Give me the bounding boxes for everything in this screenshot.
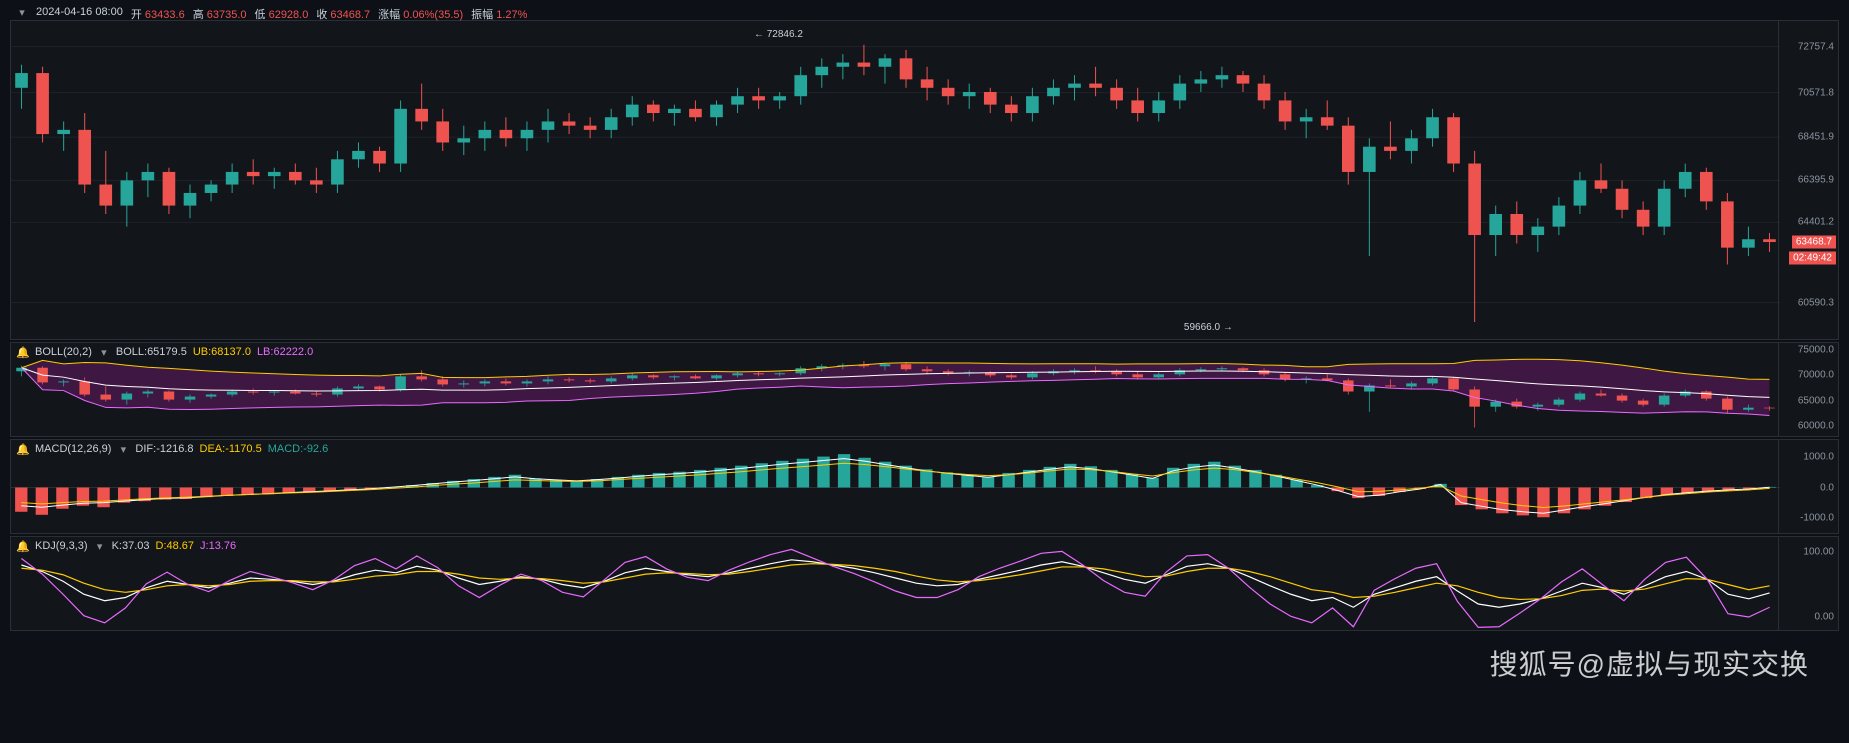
kdj-panel-header: 🔔 KDJ(9,3,3) ▾ K:37.03 D:48.67 J:13.76 [17,540,236,552]
boll-lb-value: 62222.0 [273,346,313,358]
j-label: J: [200,540,209,552]
close-value: 63468.7 [330,9,370,21]
chevron-down-icon[interactable]: ▾ [98,346,110,358]
countdown-tag: 02:49:42 [1789,252,1836,265]
open-label: 开 [131,9,142,21]
change-label: 涨幅 [378,9,400,21]
boll-y-axis: 75000.070000.065000.060000.0 [1778,343,1838,436]
dif-value: -1216.8 [156,443,193,455]
macd-label: MACD(12,26,9) [35,443,111,455]
candlestick-chart-body[interactable]: ← 72846.259666.0 → [11,21,1778,339]
k-label: K: [112,540,122,552]
kdj-chart-body[interactable] [11,537,1778,630]
watermark-text: 搜狐号@虚拟与现实交换 [1490,643,1809,683]
macd-hist-label: MACD: [268,443,303,455]
ohlc-header-bar: ▾ 2024-04-16 08:00 开 63433.6 高 63735.0 低… [8,2,535,26]
boll-mid-value: 65179.5 [147,346,187,358]
boll-ub-label: UB: [193,346,211,358]
bell-icon[interactable]: 🔔 [17,443,29,455]
low-label: 低 [255,9,266,21]
macd-y-axis: 1000.00.0-1000.0 [1778,440,1838,533]
boll-label: BOLL(20,2) [35,346,92,358]
boll-ub-value: 68137.0 [211,346,251,358]
boll-panel-header: 🔔 BOLL(20,2) ▾ BOLL:65179.5 UB:68137.0 L… [17,346,313,358]
chevron-down-icon[interactable]: ▾ [16,6,28,18]
dea-label: DEA: [200,443,226,455]
chevron-down-icon[interactable]: ▾ [117,443,129,455]
current-price-tag: 63468.7 [1792,236,1836,249]
ohlc-datetime: 2024-04-16 08:00 [36,6,123,22]
kdj-label: KDJ(9,3,3) [35,540,88,552]
macd-panel-header: 🔔 MACD(12,26,9) ▾ DIF:-1216.8 DEA:-1170.… [17,443,328,455]
d-value: 48.67 [167,540,195,552]
change-value: 0.06%(35.5) [403,9,463,21]
amplitude-value: 1.27% [496,9,527,21]
boll-mid-label: BOLL: [116,346,147,358]
dea-value: -1170.5 [225,443,262,455]
dif-label: DIF: [135,443,156,455]
boll-indicator-panel[interactable]: 🔔 BOLL(20,2) ▾ BOLL:65179.5 UB:68137.0 L… [10,342,1839,437]
main-candlestick-panel[interactable]: ← 72846.259666.0 → 72757.470571.868451.9… [10,20,1839,340]
bell-icon[interactable]: 🔔 [17,346,29,358]
open-value: 63433.6 [145,9,185,21]
high-label: 高 [193,9,204,21]
low-value: 62928.0 [269,9,309,21]
kdj-indicator-panel[interactable]: 🔔 KDJ(9,3,3) ▾ K:37.03 D:48.67 J:13.76 1… [10,536,1839,631]
bell-icon[interactable]: 🔔 [17,540,29,552]
macd-indicator-panel[interactable]: 🔔 MACD(12,26,9) ▾ DIF:-1216.8 DEA:-1170.… [10,439,1839,534]
k-value: 37.03 [122,540,150,552]
d-label: D: [156,540,167,552]
amplitude-label: 振幅 [471,9,493,21]
boll-lb-label: LB: [257,346,274,358]
high-value: 63735.0 [207,9,247,21]
chevron-down-icon[interactable]: ▾ [94,540,106,552]
macd-hist-value: -92.6 [303,443,328,455]
close-label: 收 [316,9,327,21]
main-y-axis: 72757.470571.868451.966395.964401.260590… [1778,21,1838,339]
j-value: 13.76 [209,540,237,552]
kdj-y-axis: 100.000.00 [1778,537,1838,630]
